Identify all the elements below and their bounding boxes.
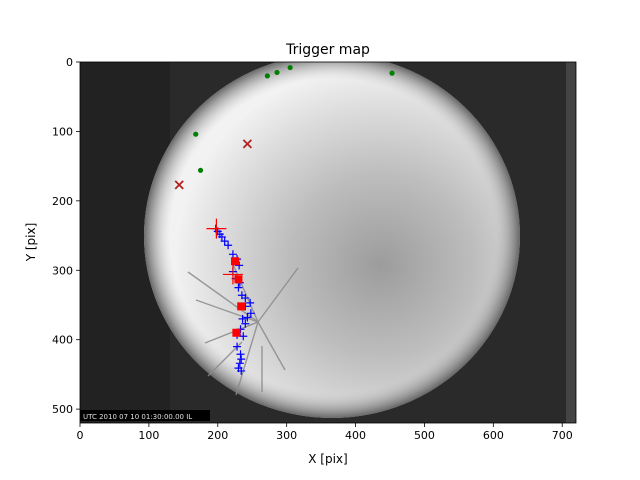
x-axis-label: X [pix] <box>308 452 347 466</box>
red-x-marker <box>242 139 253 149</box>
x-tick-label: 400 <box>345 429 366 442</box>
blue-plus-marker <box>241 319 250 328</box>
blue-plus-marker <box>239 332 248 341</box>
blue-plus-marker <box>238 314 247 323</box>
blue-plus-marker <box>235 359 244 368</box>
blue-plus-marker <box>235 261 244 270</box>
green-dot-marker <box>193 131 199 137</box>
green-dot-marker <box>389 70 395 76</box>
blue-plus-marker <box>233 342 242 351</box>
y-tick-label: 100 <box>52 125 73 138</box>
y-axis-label: Y [pix] <box>24 223 38 263</box>
blue-plus-marker <box>243 313 252 322</box>
chart-title: Trigger map <box>285 42 370 58</box>
y-tick-label: 400 <box>52 334 73 347</box>
x-tick-label: 100 <box>138 429 159 442</box>
sky-camera-image <box>80 62 576 423</box>
plot-frame <box>79 61 577 424</box>
x-tick-label: 200 <box>207 429 228 442</box>
green-dot-marker <box>197 167 204 173</box>
blue-plus-marker <box>236 350 245 359</box>
x-tick-label: 600 <box>483 429 504 442</box>
red-square-marker <box>232 328 241 337</box>
blue-plus-marker <box>228 250 237 259</box>
blue-plus-marker <box>246 309 255 318</box>
x-tick-label: 0 <box>77 429 84 442</box>
y-axis: 0 100 200 300 400 500 <box>52 56 80 416</box>
red-x-marker <box>174 180 184 190</box>
y-tick-label: 300 <box>52 264 73 277</box>
x-tick-label: 700 <box>552 429 573 442</box>
blue-plus-marker <box>220 237 229 246</box>
x-axis: 0 100 200 300 400 500 600 700 <box>77 423 573 442</box>
chart-markers <box>174 64 395 375</box>
y-tick-label: 500 <box>52 403 73 416</box>
image-timestamp: UTC 2010 07 10 01:30:00.00 IL <box>83 413 192 421</box>
blue-plus-marker <box>237 355 246 364</box>
red-large-plus-marker <box>206 218 227 239</box>
green-dot-marker <box>264 73 270 79</box>
blue-plus-marker <box>224 241 233 250</box>
green-dot-marker <box>274 69 280 76</box>
x-tick-label: 500 <box>414 429 435 442</box>
x-tick-label: 300 <box>276 429 297 442</box>
blue-plus-marker <box>241 294 250 303</box>
red-square-marker <box>234 275 243 284</box>
y-tick-label: 200 <box>52 195 73 208</box>
blue-plus-marker <box>237 366 246 375</box>
red-large-plus-marker <box>222 264 243 285</box>
green-dot-marker <box>287 64 293 71</box>
red-square-marker <box>231 257 239 266</box>
blue-plus-marker <box>217 232 226 241</box>
blue-plus-marker <box>246 298 255 307</box>
red-square-marker <box>237 302 246 311</box>
blue-plus-marker <box>234 283 243 292</box>
y-tick-label: 0 <box>66 56 73 69</box>
